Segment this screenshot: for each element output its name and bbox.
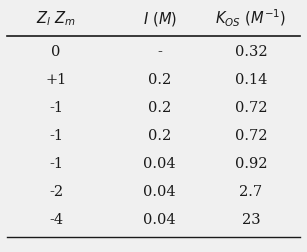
- Text: -4: -4: [49, 213, 63, 227]
- Text: 0.2: 0.2: [148, 129, 171, 143]
- Text: 0.04: 0.04: [143, 185, 176, 199]
- Text: -: -: [157, 45, 162, 59]
- Text: 0.92: 0.92: [235, 157, 267, 171]
- Text: -1: -1: [49, 157, 63, 171]
- Text: +1: +1: [45, 73, 67, 87]
- Text: 0.14: 0.14: [235, 73, 267, 87]
- Text: -1: -1: [49, 101, 63, 115]
- Text: -2: -2: [49, 185, 63, 199]
- Text: 0.2: 0.2: [148, 101, 171, 115]
- Text: $\mathit{I}$ $\mathit{(M)}$: $\mathit{I}$ $\mathit{(M)}$: [142, 10, 177, 28]
- Text: 0.04: 0.04: [143, 213, 176, 227]
- Text: 0.04: 0.04: [143, 157, 176, 171]
- Text: 0: 0: [52, 45, 61, 59]
- Text: 2.7: 2.7: [239, 185, 262, 199]
- Text: $\mathit{K_{OS}}$ $\mathit{(M^{-1})}$: $\mathit{K_{OS}}$ $\mathit{(M^{-1})}$: [215, 8, 286, 29]
- Text: 0.32: 0.32: [235, 45, 267, 59]
- Text: 23: 23: [242, 213, 260, 227]
- Text: -1: -1: [49, 129, 63, 143]
- Text: 0.2: 0.2: [148, 73, 171, 87]
- Text: 0.72: 0.72: [235, 101, 267, 115]
- Text: 0.72: 0.72: [235, 129, 267, 143]
- Text: $\mathit{Z_l}$ $\mathit{Z_m}$: $\mathit{Z_l}$ $\mathit{Z_m}$: [36, 10, 76, 28]
